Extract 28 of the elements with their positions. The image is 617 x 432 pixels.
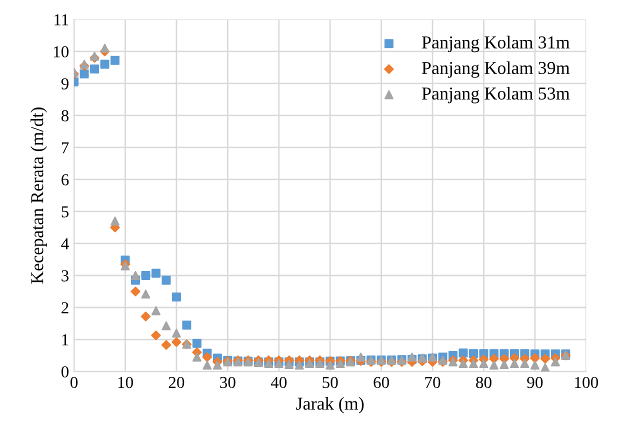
x-tick-label: 60 — [374, 376, 390, 388]
y-axis-title: Kecepatan Rerata (m/dt) — [30, 108, 47, 284]
legend-label: Panjang Kolam 53m — [422, 86, 570, 104]
x-tick-label: 90 — [527, 376, 543, 388]
x-tick-label: 80 — [476, 376, 492, 388]
y-tick-label: 10 — [54, 46, 69, 58]
y-tick-label: 5 — [62, 206, 69, 218]
x-tick-label: 10 — [118, 376, 133, 388]
y-tick-label: 1 — [62, 334, 68, 346]
x-tick-label: 70 — [425, 376, 440, 388]
x-tick-label: 20 — [168, 376, 184, 388]
y-tick-label: 7 — [62, 142, 69, 154]
x-tick-label: 50 — [322, 376, 338, 388]
x-tick-label: 40 — [270, 376, 287, 388]
legend-label: Panjang Kolam 39m — [422, 61, 570, 78]
y-tick-label: 3 — [62, 270, 69, 282]
y-tick-label: 9 — [61, 78, 68, 90]
y-tick-label: 8 — [61, 110, 69, 122]
y-tick-label: 11 — [54, 14, 68, 26]
x-tick-label: 30 — [220, 376, 236, 388]
x-axis-title: Jarak (m) — [296, 397, 364, 414]
y-tick-label: 6 — [62, 174, 69, 186]
x-tick-label: 100 — [575, 376, 598, 388]
y-tick-label: 2 — [62, 302, 68, 314]
y-tick-label: 4 — [61, 238, 69, 250]
legend-label: Panjang Kolam 31m — [422, 36, 570, 52]
y-tick-label: 0 — [61, 366, 69, 378]
x-tick-label: 0 — [70, 376, 78, 388]
